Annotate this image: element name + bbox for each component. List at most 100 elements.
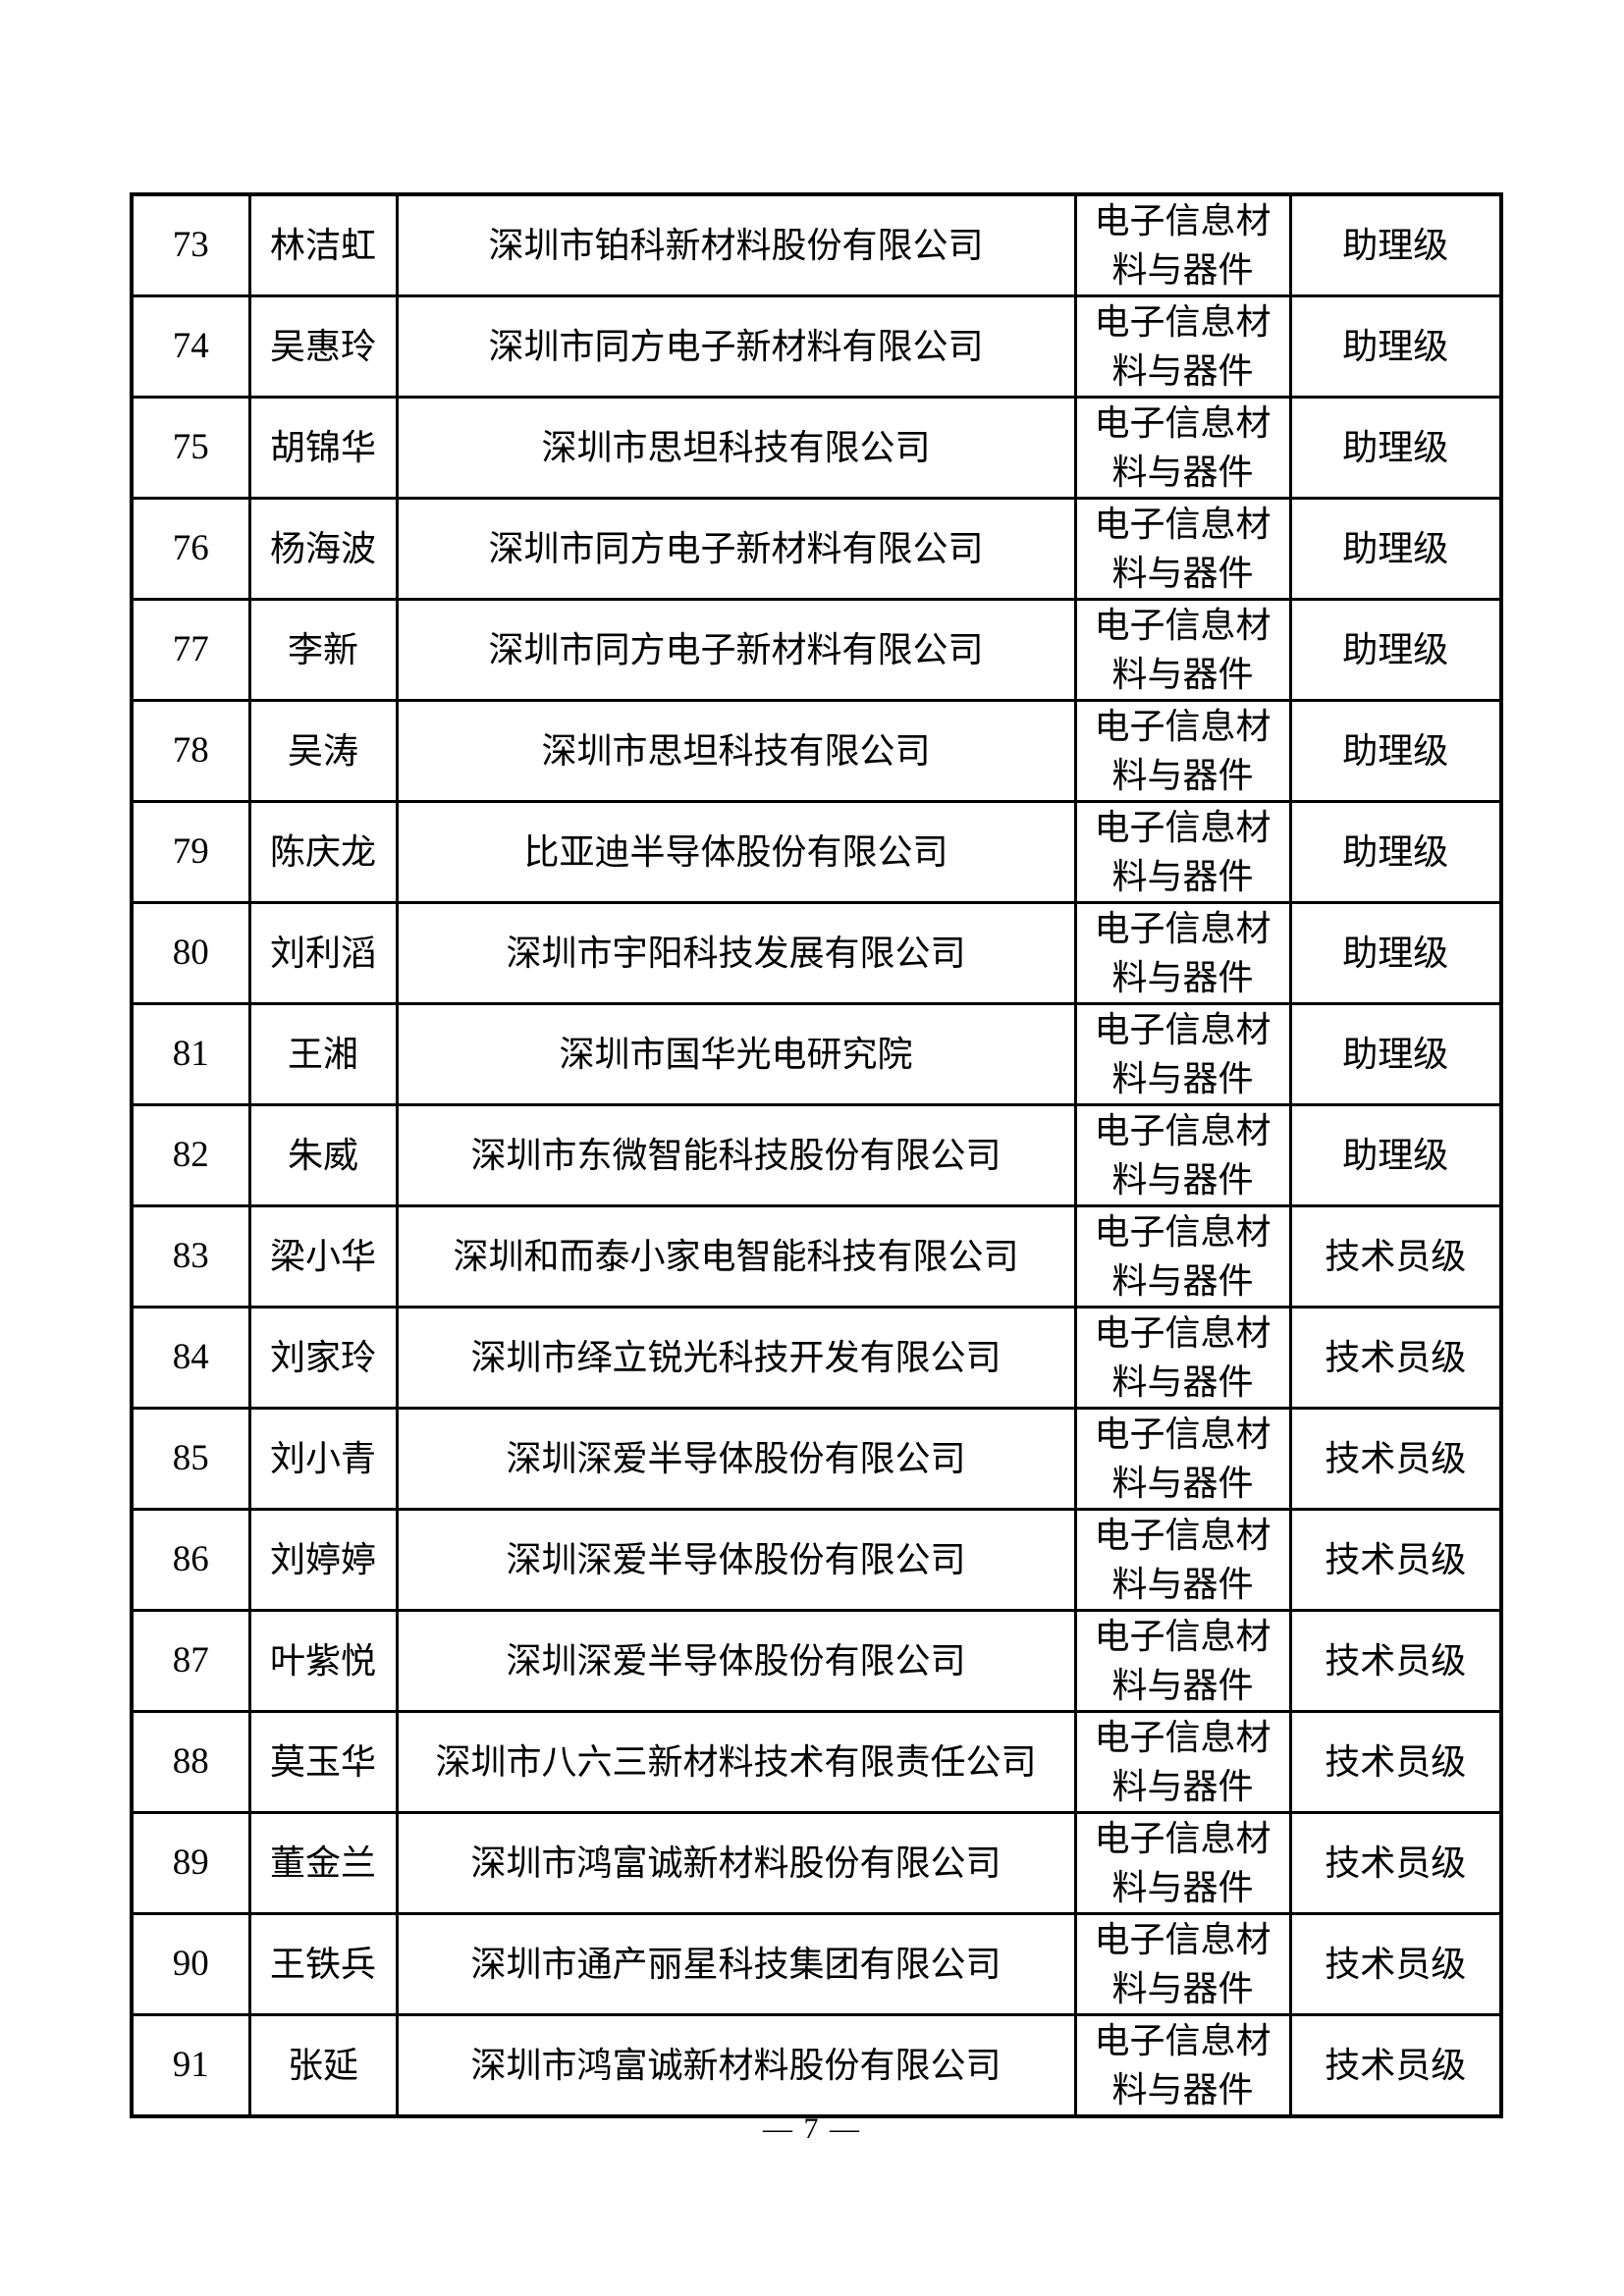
table-row: 74 吴惠玲 深圳市同方电子新材料有限公司 电子信息材料与器件 助理级 [130, 294, 1503, 399]
table-row: 81 王湘 深圳市国华光电研究院 电子信息材料与器件 助理级 [130, 1002, 1503, 1106]
company-name-cell: 深圳市八六三新材料技术有限责任公司 [395, 1710, 1077, 1814]
table-row: 80 刘利滔 深圳市宇阳科技发展有限公司 电子信息材料与器件 助理级 [130, 901, 1503, 1005]
level-cell: 助理级 [1288, 598, 1503, 702]
roster-table-body: 73 林洁虹 深圳市铂科新材料股份有限公司 电子信息材料与器件 助理级 74 吴… [130, 192, 1503, 2118]
level-cell: 助理级 [1288, 699, 1503, 803]
table-row: 77 李新 深圳市同方电子新材料有限公司 电子信息材料与器件 助理级 [130, 598, 1503, 702]
specialty-cell: 电子信息材料与器件 [1073, 1103, 1292, 1207]
personnel-roster-table: 73 林洁虹 深圳市铂科新材料股份有限公司 电子信息材料与器件 助理级 74 吴… [130, 192, 1503, 2118]
serial-number-cell: 78 [130, 699, 251, 803]
level-cell: 技术员级 [1288, 1609, 1503, 1713]
company-name-cell: 深圳市东微智能科技股份有限公司 [395, 1103, 1077, 1207]
specialty-cell: 电子信息材料与器件 [1073, 800, 1292, 904]
level-cell: 技术员级 [1288, 1811, 1503, 1915]
company-name-cell: 比亚迪半导体股份有限公司 [395, 800, 1077, 904]
specialty-cell: 电子信息材料与器件 [1073, 497, 1292, 601]
specialty-cell: 电子信息材料与器件 [1073, 1306, 1292, 1410]
level-cell: 助理级 [1288, 192, 1503, 297]
person-name-cell: 刘利滔 [247, 901, 399, 1005]
page-number: — 7 — [763, 2112, 861, 2145]
specialty-cell: 电子信息材料与器件 [1073, 1002, 1292, 1106]
specialty-cell: 电子信息材料与器件 [1073, 901, 1292, 1005]
person-name-cell: 张延 [247, 2013, 399, 2118]
company-name-cell: 深圳市通产丽星科技集团有限公司 [395, 1912, 1077, 2016]
serial-number-cell: 91 [130, 2013, 251, 2118]
serial-number-cell: 88 [130, 1710, 251, 1814]
person-name-cell: 莫玉华 [247, 1710, 399, 1814]
serial-number-cell: 74 [130, 294, 251, 399]
level-cell: 技术员级 [1288, 2013, 1503, 2118]
person-name-cell: 吴涛 [247, 699, 399, 803]
specialty-cell: 电子信息材料与器件 [1073, 699, 1292, 803]
specialty-cell: 电子信息材料与器件 [1073, 1204, 1292, 1308]
level-cell: 技术员级 [1288, 1407, 1503, 1511]
serial-number-cell: 81 [130, 1002, 251, 1106]
serial-number-cell: 90 [130, 1912, 251, 2016]
company-name-cell: 深圳市同方电子新材料有限公司 [395, 497, 1077, 601]
table-row: 82 朱威 深圳市东微智能科技股份有限公司 电子信息材料与器件 助理级 [130, 1103, 1503, 1207]
serial-number-cell: 79 [130, 800, 251, 904]
company-name-cell: 深圳深爱半导体股份有限公司 [395, 1407, 1077, 1511]
person-name-cell: 李新 [247, 598, 399, 702]
serial-number-cell: 83 [130, 1204, 251, 1308]
serial-number-cell: 86 [130, 1508, 251, 1612]
serial-number-cell: 75 [130, 396, 251, 500]
company-name-cell: 深圳市鸿富诚新材料股份有限公司 [395, 2013, 1077, 2118]
table-row: 86 刘婷婷 深圳深爱半导体股份有限公司 电子信息材料与器件 技术员级 [130, 1508, 1503, 1612]
serial-number-cell: 80 [130, 901, 251, 1005]
table-row: 73 林洁虹 深圳市铂科新材料股份有限公司 电子信息材料与器件 助理级 [130, 192, 1503, 297]
specialty-cell: 电子信息材料与器件 [1073, 294, 1292, 399]
level-cell: 助理级 [1288, 800, 1503, 904]
serial-number-cell: 73 [130, 192, 251, 297]
company-name-cell: 深圳市鸿富诚新材料股份有限公司 [395, 1811, 1077, 1915]
level-cell: 助理级 [1288, 497, 1503, 601]
specialty-cell: 电子信息材料与器件 [1073, 1912, 1292, 2016]
company-name-cell: 深圳市铂科新材料股份有限公司 [395, 192, 1077, 297]
person-name-cell: 林洁虹 [247, 192, 399, 297]
level-cell: 助理级 [1288, 1002, 1503, 1106]
company-name-cell: 深圳深爱半导体股份有限公司 [395, 1508, 1077, 1612]
table-row: 87 叶紫悦 深圳深爱半导体股份有限公司 电子信息材料与器件 技术员级 [130, 1609, 1503, 1713]
table-row: 79 陈庆龙 比亚迪半导体股份有限公司 电子信息材料与器件 助理级 [130, 800, 1503, 904]
person-name-cell: 叶紫悦 [247, 1609, 399, 1713]
company-name-cell: 深圳市绎立锐光科技开发有限公司 [395, 1306, 1077, 1410]
table-row: 90 王铁兵 深圳市通产丽星科技集团有限公司 电子信息材料与器件 技术员级 [130, 1912, 1503, 2016]
level-cell: 助理级 [1288, 294, 1503, 399]
level-cell: 技术员级 [1288, 1710, 1503, 1814]
company-name-cell: 深圳市宇阳科技发展有限公司 [395, 901, 1077, 1005]
person-name-cell: 刘家玲 [247, 1306, 399, 1410]
table-row: 78 吴涛 深圳市思坦科技有限公司 电子信息材料与器件 助理级 [130, 699, 1503, 803]
company-name-cell: 深圳市同方电子新材料有限公司 [395, 294, 1077, 399]
specialty-cell: 电子信息材料与器件 [1073, 1609, 1292, 1713]
person-name-cell: 刘小青 [247, 1407, 399, 1511]
company-name-cell: 深圳市思坦科技有限公司 [395, 396, 1077, 500]
table-row: 83 梁小华 深圳和而泰小家电智能科技有限公司 电子信息材料与器件 技术员级 [130, 1204, 1503, 1308]
company-name-cell: 深圳市思坦科技有限公司 [395, 699, 1077, 803]
specialty-cell: 电子信息材料与器件 [1073, 192, 1292, 297]
serial-number-cell: 77 [130, 598, 251, 702]
person-name-cell: 刘婷婷 [247, 1508, 399, 1612]
company-name-cell: 深圳深爱半导体股份有限公司 [395, 1609, 1077, 1713]
company-name-cell: 深圳市国华光电研究院 [395, 1002, 1077, 1106]
table-row: 75 胡锦华 深圳市思坦科技有限公司 电子信息材料与器件 助理级 [130, 396, 1503, 500]
table-row: 91 张延 深圳市鸿富诚新材料股份有限公司 电子信息材料与器件 技术员级 [130, 2013, 1503, 2118]
specialty-cell: 电子信息材料与器件 [1073, 1508, 1292, 1612]
level-cell: 技术员级 [1288, 1912, 1503, 2016]
serial-number-cell: 82 [130, 1103, 251, 1207]
person-name-cell: 吴惠玲 [247, 294, 399, 399]
table-row: 76 杨海波 深圳市同方电子新材料有限公司 电子信息材料与器件 助理级 [130, 497, 1503, 601]
table-row: 88 莫玉华 深圳市八六三新材料技术有限责任公司 电子信息材料与器件 技术员级 [130, 1710, 1503, 1814]
serial-number-cell: 87 [130, 1609, 251, 1713]
level-cell: 助理级 [1288, 396, 1503, 500]
level-cell: 技术员级 [1288, 1508, 1503, 1612]
specialty-cell: 电子信息材料与器件 [1073, 1710, 1292, 1814]
company-name-cell: 深圳和而泰小家电智能科技有限公司 [395, 1204, 1077, 1308]
serial-number-cell: 85 [130, 1407, 251, 1511]
level-cell: 技术员级 [1288, 1204, 1503, 1308]
person-name-cell: 朱威 [247, 1103, 399, 1207]
serial-number-cell: 84 [130, 1306, 251, 1410]
person-name-cell: 胡锦华 [247, 396, 399, 500]
specialty-cell: 电子信息材料与器件 [1073, 1407, 1292, 1511]
company-name-cell: 深圳市同方电子新材料有限公司 [395, 598, 1077, 702]
